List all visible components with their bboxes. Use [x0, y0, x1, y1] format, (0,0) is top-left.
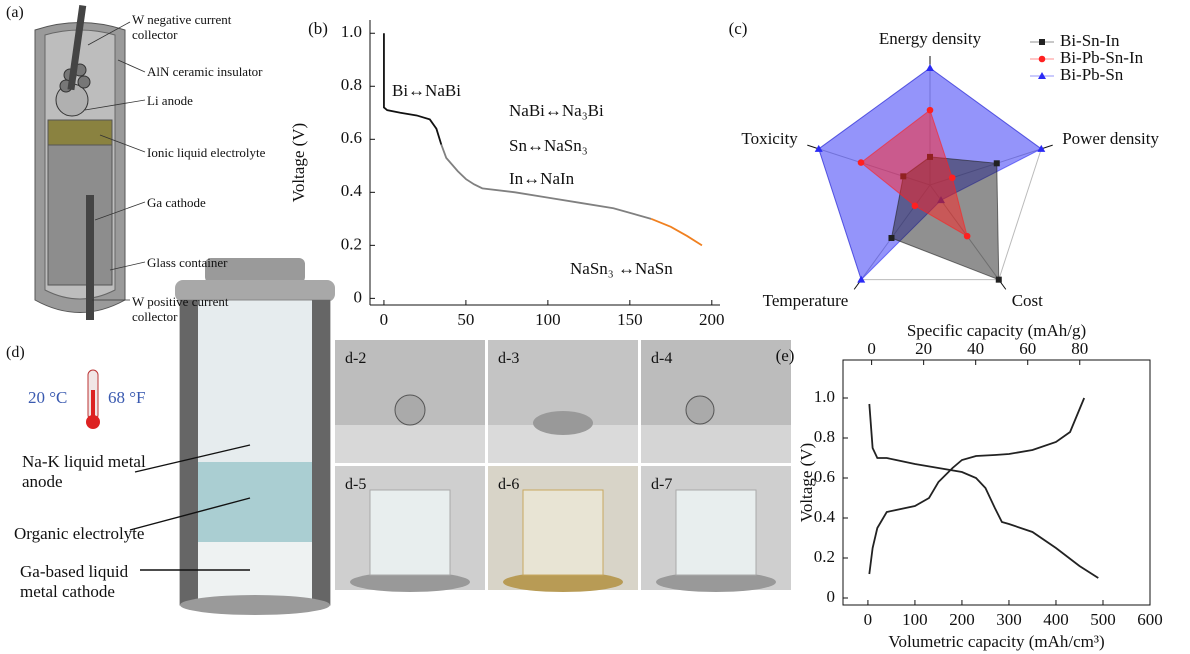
- annotation: Sn↔NaSn₃: [509, 136, 588, 155]
- annotation: Bi↔NaBi: [392, 81, 461, 100]
- callout: Glass container: [147, 255, 297, 270]
- figure: (b)00.20.40.60.81.0050100150200Voltage (…: [0, 0, 1190, 654]
- plot-frame: [843, 360, 1150, 605]
- callout: Na-K liquid metal anode: [22, 452, 147, 492]
- annotation: In↔NaIn: [509, 169, 575, 188]
- photos: [335, 340, 791, 592]
- x2-tick-label: 0: [867, 339, 876, 358]
- y-tick-label: 0.2: [814, 547, 835, 566]
- callout: Ga cathode: [147, 195, 297, 210]
- x-tick-label: 0: [864, 610, 873, 629]
- point: [926, 64, 934, 71]
- y-axis-label: Voltage (V): [797, 443, 816, 522]
- x-tick-label: 300: [996, 610, 1022, 629]
- y-tick-label: 0.2: [341, 234, 362, 253]
- radar-axis-label: Cost: [1012, 291, 1043, 310]
- point: [964, 233, 971, 240]
- point: [912, 203, 919, 210]
- callout: W positive current collector: [132, 294, 252, 324]
- point: [858, 159, 865, 166]
- y-axis-label: Voltage (V): [289, 123, 308, 202]
- callout: Organic electrolyte: [14, 524, 194, 544]
- y-tick-label: 0.4: [814, 507, 836, 526]
- photo-label: d-3: [498, 350, 519, 368]
- y-tick-label: 0.8: [814, 427, 835, 446]
- data-line: [869, 398, 1084, 574]
- x2-tick-label: 80: [1071, 339, 1088, 358]
- x2-axis-label: Specific capacity (mAh/g): [907, 321, 1086, 340]
- x-tick-label: 600: [1137, 610, 1163, 629]
- radar-axis-label: Toxicity: [741, 129, 798, 148]
- x-tick-label: 500: [1090, 610, 1116, 629]
- legend-marker: [1039, 39, 1045, 45]
- point: [996, 277, 1002, 283]
- callout: W negative current collector: [132, 12, 252, 42]
- cell-drawing: [35, 5, 145, 320]
- panel-label: (d): [6, 344, 25, 362]
- annotation: NaBi↔Na₃Bi: [509, 101, 604, 120]
- x-tick-label: 200: [699, 310, 725, 329]
- panel-label: (b): [308, 19, 328, 38]
- point: [949, 174, 956, 181]
- legend-marker: [1039, 56, 1046, 63]
- panel-label: (c): [729, 19, 748, 38]
- x2-tick-label: 40: [967, 339, 984, 358]
- callout: Ga-based liquid metal cathode: [20, 562, 145, 602]
- y-tick-label: 0: [827, 587, 836, 606]
- y-tick-label: 0: [354, 287, 363, 306]
- x-tick-label: 150: [617, 310, 643, 329]
- y-tick-label: 0.6: [341, 128, 362, 147]
- y-tick-label: 0.8: [341, 75, 362, 94]
- x-tick-label: 100: [535, 310, 561, 329]
- x-tick-label: 0: [380, 310, 389, 329]
- data-line: [651, 219, 702, 246]
- x-tick-label: 400: [1043, 610, 1069, 629]
- x-tick-label: 200: [949, 610, 975, 629]
- x-tick-label: 100: [902, 610, 928, 629]
- panel-label: (a): [6, 4, 24, 22]
- photo-label: d-2: [345, 350, 366, 368]
- photo-label: d-5: [345, 476, 366, 494]
- y-tick-label: 1.0: [341, 22, 362, 41]
- point: [927, 107, 934, 114]
- y-tick-label: 0.4: [341, 181, 363, 200]
- callout: Ionic liquid electrolyte: [147, 145, 297, 160]
- y-tick-label: 1.0: [814, 387, 835, 406]
- point: [994, 160, 1000, 166]
- point: [888, 235, 894, 241]
- annotation: NaSn₃ ↔NaSn: [570, 259, 673, 278]
- temperature: 20 °C: [28, 388, 67, 408]
- y-tick-label: 0.6: [814, 467, 835, 486]
- x2-tick-label: 20: [915, 339, 932, 358]
- x-tick-label: 50: [457, 310, 474, 329]
- photo-label: d-4: [651, 350, 672, 368]
- temperature: 68 °F: [108, 388, 146, 408]
- callout: Li anode: [147, 93, 297, 108]
- x2-tick-label: 60: [1019, 339, 1036, 358]
- radar-axis-label: Temperature: [763, 291, 849, 310]
- x-axis-label: Volumetric capacity (mAh/cm³): [888, 632, 1104, 651]
- panel-label: (e): [776, 346, 795, 365]
- photo-label: d-7: [651, 476, 672, 494]
- callout: AlN ceramic insulator: [147, 64, 297, 79]
- radar-axis-label: Energy density: [879, 29, 982, 48]
- photo-label: d-6: [498, 476, 519, 494]
- legend-label: Bi-Pb-Sn: [1060, 65, 1124, 84]
- radar-axis-label: Power density: [1062, 129, 1159, 148]
- data-line: [869, 404, 1098, 578]
